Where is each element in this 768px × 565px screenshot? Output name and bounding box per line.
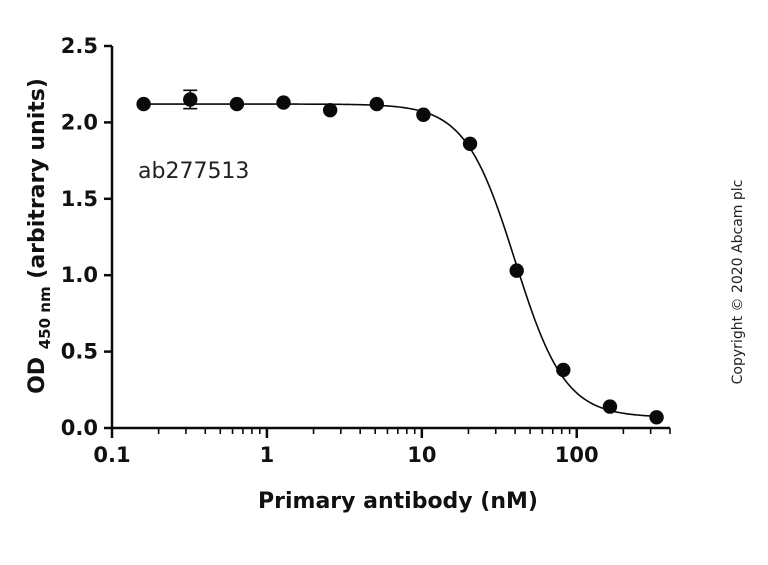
y-axis-title-subscript: 450 nm bbox=[36, 286, 54, 349]
data-point bbox=[276, 95, 291, 110]
data-point bbox=[369, 96, 384, 112]
copyright-text: Copyright © 2020 Abcam plc bbox=[730, 180, 746, 385]
y-tick-label: 2.0 bbox=[61, 110, 98, 134]
data-point bbox=[183, 92, 198, 107]
x-axis-title: Primary antibody (nM) bbox=[258, 489, 538, 514]
fit-curve bbox=[143, 103, 657, 418]
antibody-annotation: ab277513 bbox=[138, 159, 249, 184]
y-tick-label: 1.0 bbox=[61, 263, 98, 287]
x-tick-label: 100 bbox=[555, 443, 599, 467]
data-point bbox=[416, 107, 431, 122]
y-tick-label: 0.0 bbox=[61, 416, 98, 440]
y-axis-title-suffix: (arbitrary units) bbox=[25, 78, 50, 279]
x-axis-ticks: 0.1 1 10 100 bbox=[93, 428, 671, 467]
data-point bbox=[229, 96, 245, 112]
data-point bbox=[602, 399, 618, 414]
y-axis-ticks: 0.0 0.5 1.0 1.5 2.0 2.5 bbox=[61, 34, 112, 440]
data-point bbox=[462, 136, 478, 151]
data-point bbox=[649, 410, 664, 425]
x-tick-label: 10 bbox=[407, 443, 436, 467]
y-tick-label: 2.5 bbox=[61, 34, 98, 58]
y-tick-label: 1.5 bbox=[61, 187, 98, 211]
x-tick-label: 0.1 bbox=[93, 443, 130, 467]
data-point bbox=[322, 102, 338, 118]
y-axis-title: OD 450 nm (arbitrary units) bbox=[25, 78, 56, 394]
data-points bbox=[136, 89, 664, 425]
y-axis-title-prefix: OD bbox=[25, 357, 50, 394]
data-point bbox=[136, 96, 151, 112]
x-tick-label: 1 bbox=[260, 443, 275, 467]
y-tick-label: 0.5 bbox=[61, 340, 98, 364]
data-point bbox=[556, 362, 571, 378]
data-point bbox=[509, 263, 524, 278]
